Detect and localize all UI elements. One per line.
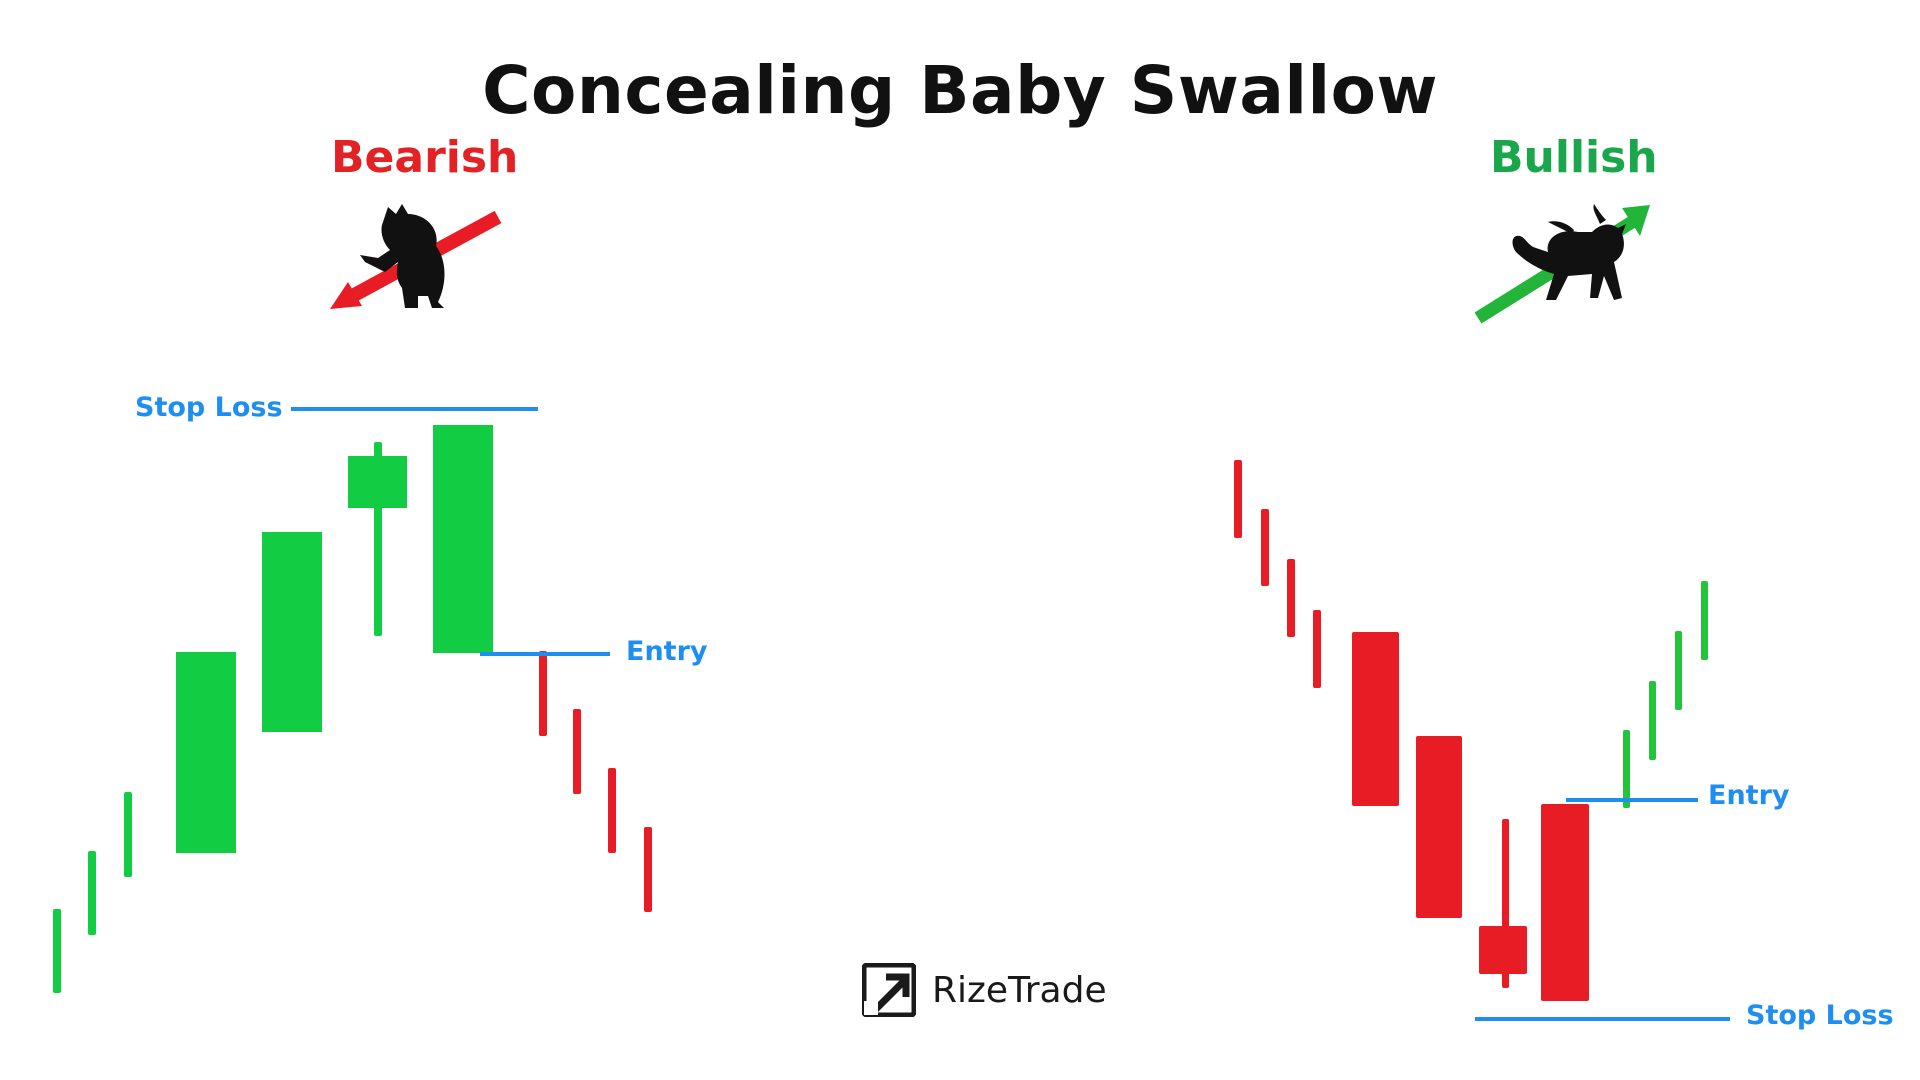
bullish-label: Bullish bbox=[1490, 132, 1658, 183]
candle bbox=[124, 792, 132, 877]
bearish-pattern bbox=[53, 407, 652, 993]
candle bbox=[608, 768, 616, 853]
candle bbox=[1701, 581, 1708, 660]
candle bbox=[1623, 730, 1630, 808]
candle bbox=[1416, 736, 1462, 918]
candle bbox=[1479, 926, 1527, 974]
candle bbox=[539, 651, 547, 736]
diagram-title: Concealing Baby Swallow bbox=[482, 52, 1438, 129]
bull-horn-left bbox=[1593, 204, 1606, 224]
brand-name: RizeTrade bbox=[932, 969, 1107, 1011]
up-arrow-head bbox=[1622, 205, 1650, 236]
candle bbox=[348, 456, 407, 508]
candle bbox=[1313, 610, 1321, 688]
bullish-pattern bbox=[1234, 460, 1730, 1021]
bull-silhouette bbox=[1512, 224, 1626, 300]
candle bbox=[1675, 631, 1682, 710]
candle bbox=[1287, 559, 1295, 637]
bull-horn-right bbox=[1548, 221, 1574, 234]
candle bbox=[88, 851, 96, 935]
bullish-stop-loss-label: Stop Loss bbox=[1746, 1000, 1894, 1031]
candle bbox=[1352, 632, 1399, 806]
candle bbox=[1261, 509, 1269, 586]
brand-logo: RizeTrade bbox=[862, 962, 1107, 1018]
bear-icon bbox=[330, 204, 502, 309]
bearish-stop-loss-label: Stop Loss bbox=[135, 392, 283, 423]
bullish-entry-label: Entry bbox=[1708, 780, 1790, 811]
bull-icon bbox=[1474, 204, 1650, 324]
rizetrade-logo-icon bbox=[862, 963, 916, 1017]
bearish-entry-label: Entry bbox=[626, 636, 708, 667]
candle bbox=[1541, 804, 1589, 1001]
candle bbox=[1649, 681, 1656, 760]
candle bbox=[53, 909, 61, 993]
bear-silhouette bbox=[360, 204, 445, 308]
candle bbox=[1234, 460, 1242, 538]
candle bbox=[262, 532, 322, 732]
candle bbox=[644, 827, 652, 912]
down-arrow-head bbox=[330, 282, 362, 309]
candle bbox=[573, 709, 581, 794]
candle bbox=[433, 425, 493, 653]
candle bbox=[176, 652, 236, 853]
bearish-label: Bearish bbox=[331, 132, 519, 183]
